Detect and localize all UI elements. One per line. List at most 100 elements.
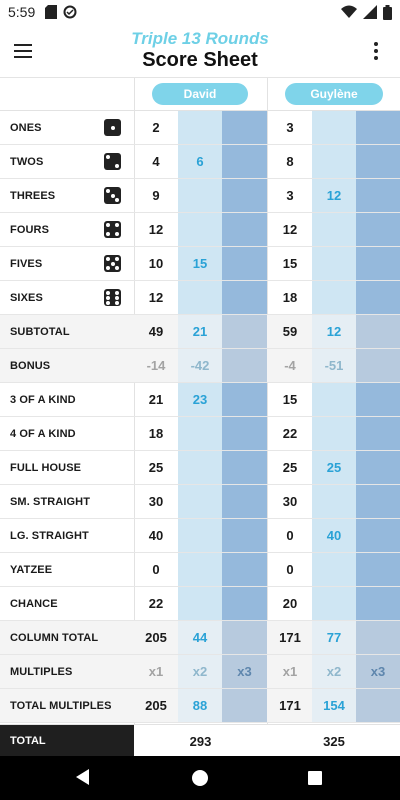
player-2-round-1-cell[interactable]: 171 <box>279 698 301 713</box>
player-2-round-1-cell[interactable]: 25 <box>282 460 298 475</box>
player-2-round-3-cell[interactable] <box>356 349 400 382</box>
player-2-round-2-cell[interactable]: x2 <box>312 655 356 688</box>
player-1-round-1-cell[interactable]: 12 <box>148 290 164 305</box>
player-2-round-3-cell[interactable] <box>356 145 400 178</box>
player-2-round-1-cell[interactable]: 30 <box>282 494 298 509</box>
player-2-round-3-cell[interactable] <box>356 247 400 280</box>
player-1-round-2-cell[interactable] <box>178 111 222 144</box>
player-2-round-1-cell[interactable]: 3 <box>286 120 294 135</box>
player-1-round-3-cell[interactable]: x3 <box>222 655 267 688</box>
player-1-round-1-cell[interactable]: 49 <box>148 324 164 339</box>
player-1-round-3-cell[interactable] <box>222 519 267 552</box>
player-2-round-2-cell[interactable]: 77 <box>312 621 356 654</box>
player-2-round-3-cell[interactable] <box>356 383 400 416</box>
player-1-round-1-cell[interactable]: 21 <box>148 392 164 407</box>
player-1-round-3-cell[interactable] <box>222 179 267 212</box>
player-2-round-2-cell[interactable]: 12 <box>312 179 356 212</box>
player-1-round-3-cell[interactable] <box>222 349 267 382</box>
player-2-round-3-cell[interactable] <box>356 519 400 552</box>
player-2-round-3-cell[interactable] <box>356 485 400 518</box>
player-2-round-2-cell[interactable] <box>312 587 356 620</box>
player-1-round-1-cell[interactable]: 0 <box>152 562 160 577</box>
player-2-round-2-cell[interactable] <box>312 111 356 144</box>
player-1-round-2-cell[interactable]: -42 <box>178 349 222 382</box>
player-1-name[interactable]: David <box>152 83 248 105</box>
player-2-round-2-cell[interactable]: 154 <box>312 689 356 722</box>
player-1-round-1-cell[interactable]: 18 <box>148 426 164 441</box>
menu-icon[interactable] <box>14 38 40 64</box>
player-1-round-2-cell[interactable] <box>178 485 222 518</box>
player-2-round-3-cell[interactable] <box>356 179 400 212</box>
player-1-round-1-cell[interactable]: 12 <box>148 222 164 237</box>
player-1-round-2-cell[interactable]: 21 <box>178 315 222 348</box>
player-1-round-3-cell[interactable] <box>222 451 267 484</box>
player-2-round-2-cell[interactable] <box>312 417 356 450</box>
player-2-round-3-cell[interactable] <box>356 315 400 348</box>
player-1-round-1-cell[interactable]: 2 <box>152 120 160 135</box>
player-2-round-2-cell[interactable] <box>312 281 356 314</box>
player-2-round-2-cell[interactable]: 12 <box>312 315 356 348</box>
player-1-round-1-cell[interactable]: 25 <box>148 460 164 475</box>
player-1-round-3-cell[interactable] <box>222 417 267 450</box>
player-1-round-2-cell[interactable] <box>178 417 222 450</box>
player-2-round-1-cell[interactable]: 15 <box>282 256 298 271</box>
player-1-round-1-cell[interactable]: 40 <box>148 528 164 543</box>
player-2-round-1-cell[interactable]: 12 <box>282 222 298 237</box>
player-2-round-2-cell[interactable]: 25 <box>312 451 356 484</box>
player-1-round-3-cell[interactable] <box>222 553 267 586</box>
player-2-round-3-cell[interactable] <box>356 281 400 314</box>
player-1-round-3-cell[interactable] <box>222 383 267 416</box>
player-1-round-2-cell[interactable]: 23 <box>178 383 222 416</box>
player-1-round-3-cell[interactable] <box>222 587 267 620</box>
player-1-round-1-cell[interactable]: 9 <box>152 188 160 203</box>
player-1-round-2-cell[interactable] <box>178 553 222 586</box>
player-1-round-1-cell[interactable]: 205 <box>145 698 167 713</box>
player-2-round-1-cell[interactable]: 171 <box>279 630 301 645</box>
player-2-round-2-cell[interactable] <box>312 247 356 280</box>
player-2-round-3-cell[interactable] <box>356 553 400 586</box>
player-2-round-2-cell[interactable]: -51 <box>312 349 356 382</box>
player-1-round-3-cell[interactable] <box>222 485 267 518</box>
player-2-round-3-cell[interactable] <box>356 451 400 484</box>
player-1-round-2-cell[interactable]: 15 <box>178 247 222 280</box>
player-1-round-2-cell[interactable] <box>178 281 222 314</box>
player-2-round-1-cell[interactable]: 59 <box>282 324 298 339</box>
player-1-round-2-cell[interactable] <box>178 213 222 246</box>
player-1-round-2-cell[interactable] <box>178 179 222 212</box>
more-options-icon[interactable] <box>366 38 386 64</box>
player-2-round-1-cell[interactable]: 8 <box>286 154 294 169</box>
player-1-round-3-cell[interactable] <box>222 111 267 144</box>
player-1-round-2-cell[interactable]: 44 <box>178 621 222 654</box>
player-2-round-3-cell[interactable] <box>356 111 400 144</box>
player-1-round-1-cell[interactable]: x1 <box>148 664 164 679</box>
player-1-round-1-cell[interactable]: 4 <box>152 154 160 169</box>
player-2-round-3-cell[interactable] <box>356 689 400 722</box>
player-1-round-3-cell[interactable] <box>222 213 267 246</box>
player-2-round-3-cell[interactable] <box>356 213 400 246</box>
player-1-round-1-cell[interactable]: -14 <box>146 358 166 373</box>
player-2-round-2-cell[interactable]: 40 <box>312 519 356 552</box>
player-2-round-2-cell[interactable] <box>312 553 356 586</box>
player-2-round-2-cell[interactable] <box>312 485 356 518</box>
player-2-round-1-cell[interactable]: -4 <box>284 358 296 373</box>
player-2-round-3-cell[interactable] <box>356 621 400 654</box>
player-2-name[interactable]: Guylène <box>285 83 383 105</box>
player-1-round-3-cell[interactable] <box>222 145 267 178</box>
player-1-round-3-cell[interactable] <box>222 621 267 654</box>
player-2-round-1-cell[interactable]: 20 <box>282 596 298 611</box>
recents-icon[interactable] <box>308 771 322 785</box>
player-2-round-3-cell[interactable] <box>356 417 400 450</box>
player-1-round-2-cell[interactable]: 6 <box>178 145 222 178</box>
home-icon[interactable] <box>192 770 208 786</box>
player-1-round-2-cell[interactable] <box>178 587 222 620</box>
player-1-round-3-cell[interactable] <box>222 315 267 348</box>
player-1-round-1-cell[interactable]: 10 <box>148 256 164 271</box>
player-2-round-3-cell[interactable] <box>356 587 400 620</box>
player-2-round-1-cell[interactable]: x1 <box>282 664 298 679</box>
player-1-round-2-cell[interactable] <box>178 519 222 552</box>
player-2-round-2-cell[interactable] <box>312 145 356 178</box>
player-2-round-1-cell[interactable]: 0 <box>286 528 294 543</box>
player-2-round-2-cell[interactable] <box>312 213 356 246</box>
player-2-round-1-cell[interactable]: 3 <box>286 188 294 203</box>
player-2-round-3-cell[interactable]: x3 <box>356 655 400 688</box>
